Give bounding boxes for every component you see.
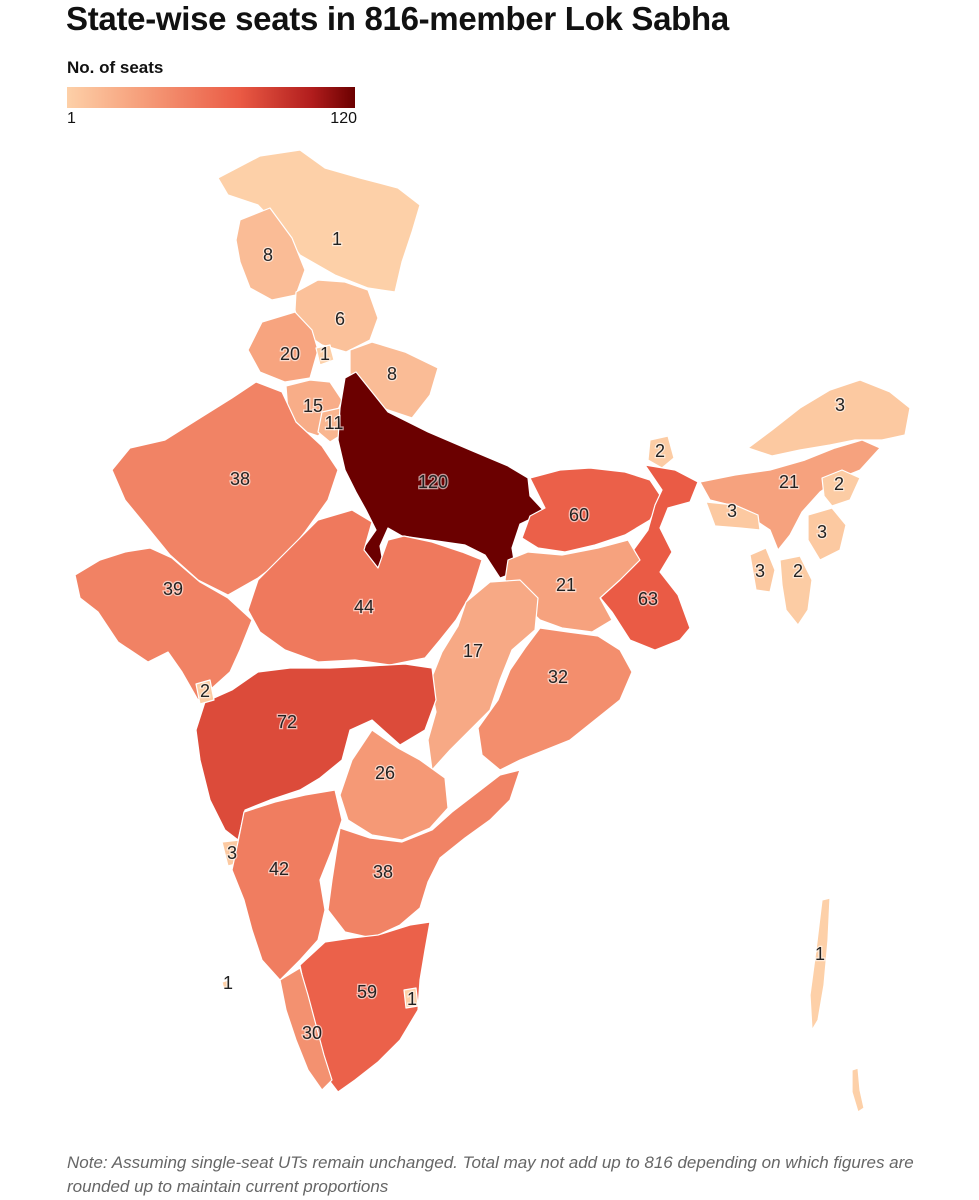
seat-label-ladakh: 1 [332,229,342,249]
seat-label-madhya-pradesh: 44 [354,597,374,617]
region-gujarat [74,547,253,701]
region-chhattisgarh [427,579,539,771]
seat-label-haryana: 15 [303,396,323,416]
seat-label-kerala: 30 [302,1023,322,1043]
region-andaman-nicobar [809,897,865,1113]
region-chandigarh [315,344,335,366]
region-madhya-pradesh [247,509,483,666]
region-bihar [521,467,663,553]
seat-label-lakshadweep: 1 [223,973,233,993]
seat-label-arunachal-pradesh: 3 [835,395,845,415]
seat-label-telangana: 26 [375,763,395,783]
region-uttar-pradesh [337,371,546,579]
seat-label-assam: 21 [779,472,799,492]
seat-label-uttar-pradesh: 120 [418,472,448,492]
seat-label-west-bengal: 63 [638,589,658,609]
region-kerala [279,967,333,1091]
seat-label-nagaland: 2 [834,474,844,494]
seat-label-punjab: 20 [280,344,300,364]
seat-label-tamil-nadu: 59 [357,982,377,1002]
color-legend: No. of seats 1 120 [67,58,357,130]
map-title: State-wise seats in 816-member Lok Sabha [66,0,729,37]
seat-label-sikkim: 2 [655,441,665,461]
legend-min-label: 1 [67,110,76,127]
region-assam [699,439,881,551]
region-nagaland [821,469,861,507]
seat-label-mizoram: 2 [793,561,803,581]
seat-label-odisha: 32 [548,667,568,687]
seat-label-manipur: 3 [817,522,827,542]
legend-title: No. of seats [67,58,164,77]
seat-label-rajasthan: 38 [230,469,250,489]
region-dadra-nagar-haveli-daman-diu [195,679,215,705]
region-west-bengal [597,464,699,651]
region-puducherry [403,987,419,1009]
seat-label-tripura: 3 [755,561,765,581]
region-maharashtra [195,663,437,841]
seat-label-meghalaya: 3 [727,501,737,521]
seat-label-karnataka: 42 [269,859,289,879]
seat-label-gujarat: 39 [163,579,183,599]
region-telangana [339,729,449,841]
seat-label-jammu-kashmir: 8 [263,245,273,265]
seat-label-bihar: 60 [569,505,589,525]
seat-label-chhattisgarh: 17 [463,641,483,661]
seat-label-jharkhand: 21 [556,575,576,595]
seat-label-andaman-nicobar: 1 [815,944,825,964]
region-meghalaya [705,501,761,531]
seat-label-dadra-nagar-haveli-daman-diu: 2 [200,681,210,701]
seat-label-uttarakhand: 8 [387,364,397,384]
legend-max-label: 120 [330,110,357,127]
region-tripura [749,547,776,593]
seat-label-chandigarh: 1 [320,344,330,364]
footnote: Note: Assuming single-seat UTs remain un… [67,1153,914,1196]
region-karnataka [231,789,343,981]
legend-color-scale [67,87,355,108]
region-odisha [477,627,633,771]
seat-label-maharashtra: 72 [277,712,297,732]
seat-label-goa: 3 [227,843,237,863]
seat-label-andhra-pradesh: 38 [373,862,393,882]
seat-label-himachal-pradesh: 6 [335,309,345,329]
region-manipur [807,507,847,561]
region-andhra-pradesh [327,769,521,939]
region-arunachal-pradesh [747,379,911,457]
region-mizoram [779,555,813,626]
seat-label-puducherry: 1 [407,989,417,1009]
region-punjab [247,311,319,383]
seat-label-delhi: 11 [325,413,344,433]
region-sikkim [647,435,675,469]
region-jammu-kashmir [235,207,306,301]
region-lakshadweep [221,979,231,991]
india-choropleth-map: 1 8 6 20 1 8 15 11 38 120 39 44 60 2 63 21 17 32 72 2 26 3 42 3… [0,140,979,1150]
